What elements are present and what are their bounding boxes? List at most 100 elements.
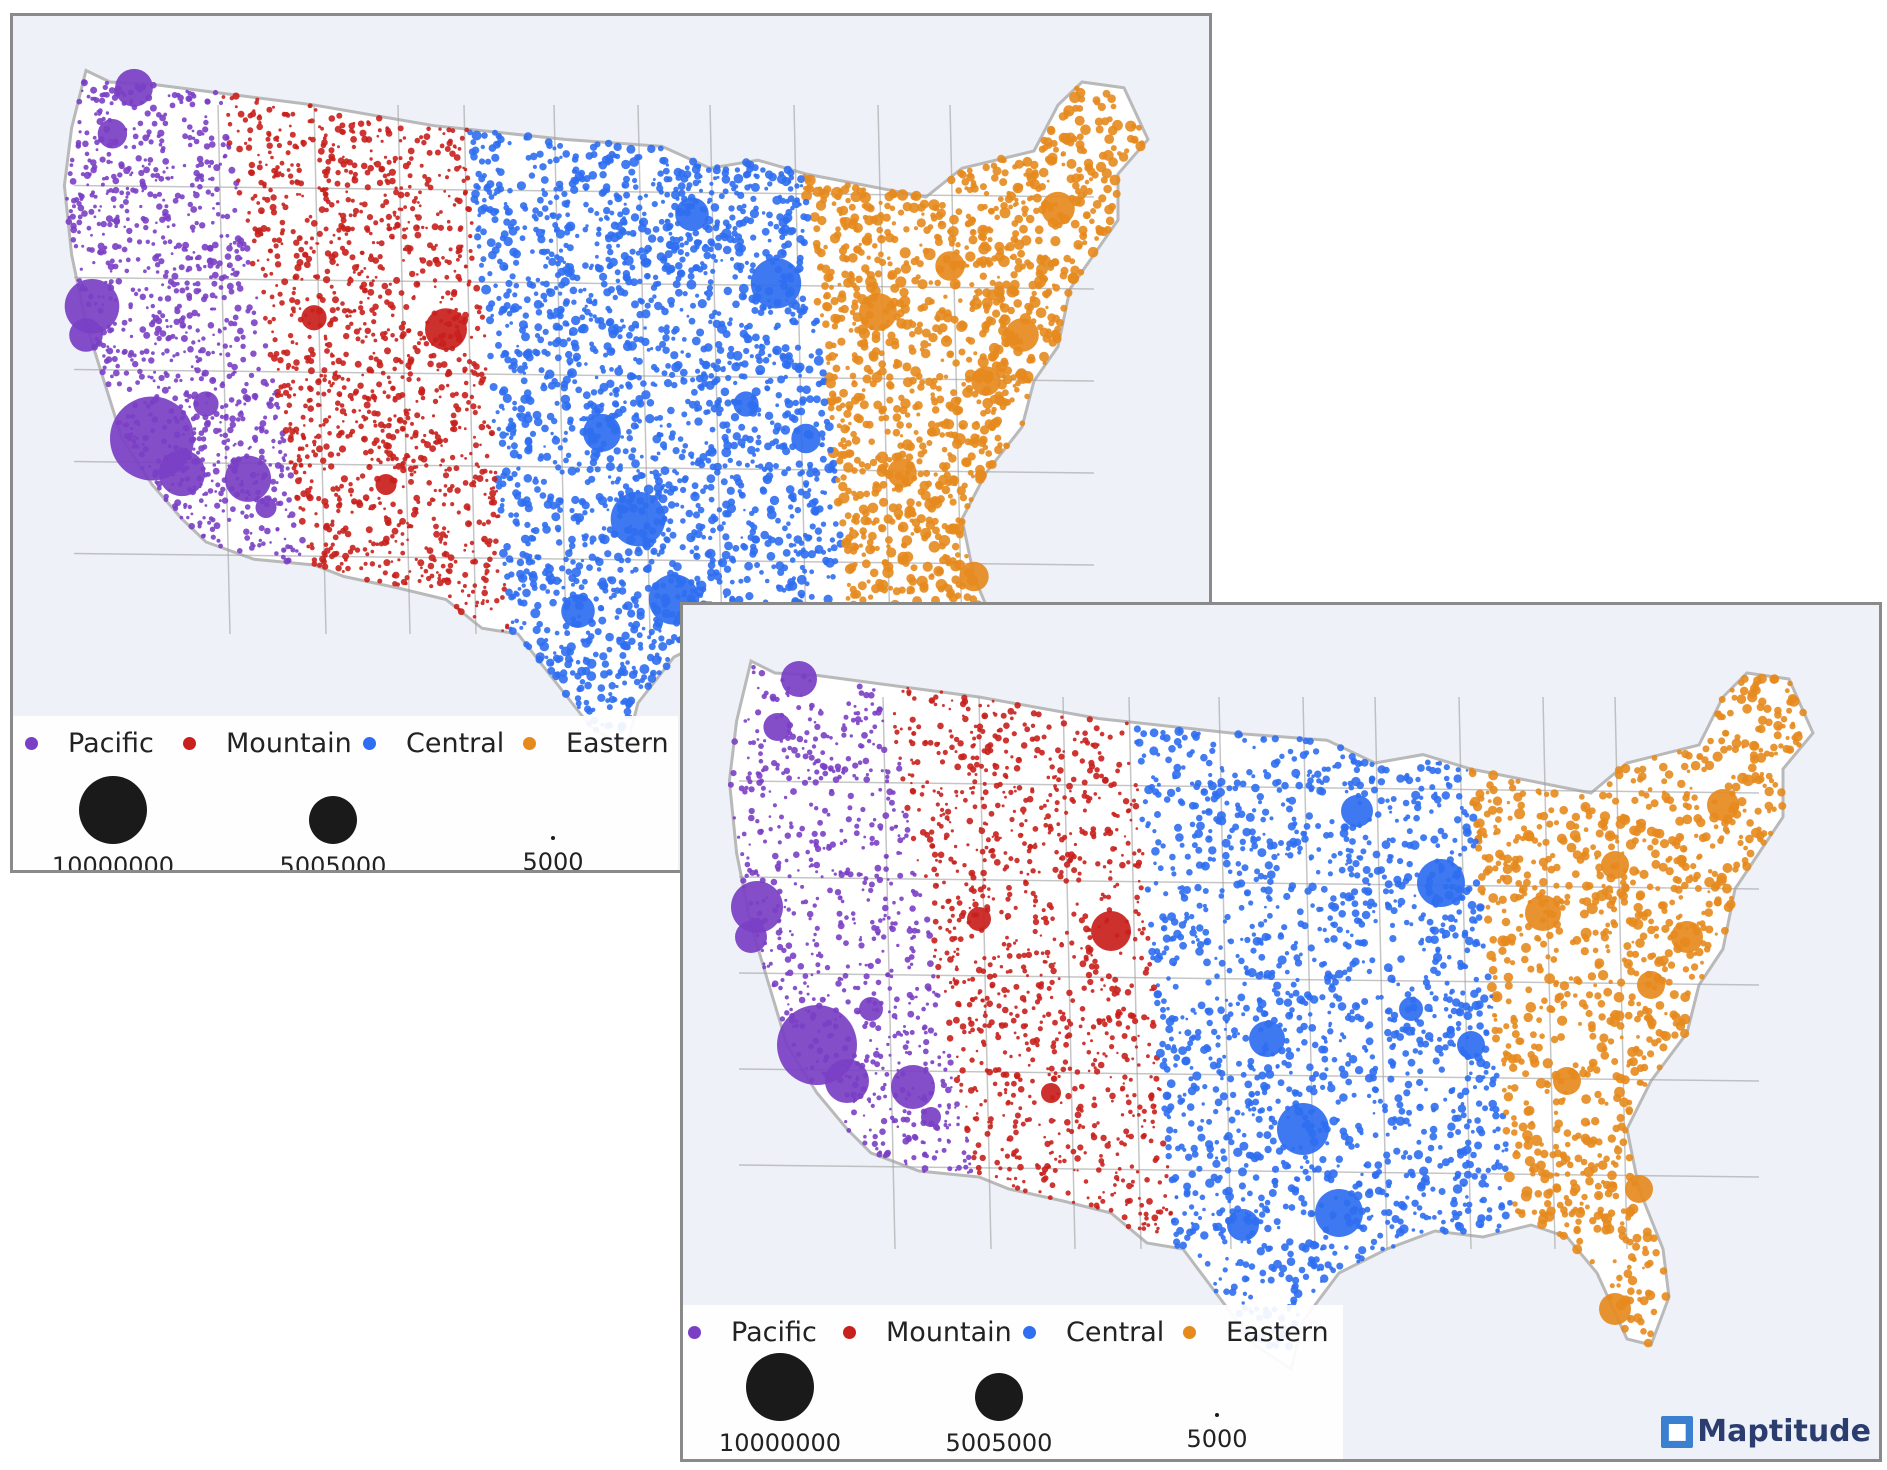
population-dot <box>493 538 499 544</box>
population-dot <box>143 166 151 174</box>
population-dot <box>210 176 215 182</box>
population-dot <box>444 259 449 264</box>
population-dot <box>868 438 875 446</box>
population-dot <box>189 182 195 188</box>
population-dot <box>517 405 526 413</box>
population-dot <box>117 244 122 249</box>
population-dot <box>956 321 967 332</box>
population-dot <box>582 666 591 676</box>
population-dot <box>852 380 857 385</box>
population-dot <box>908 202 920 213</box>
population-dot <box>858 461 866 468</box>
population-dot <box>416 377 421 382</box>
population-dot <box>216 453 221 457</box>
population-dot <box>800 239 808 247</box>
population-dot <box>608 595 613 600</box>
population-dot <box>1039 351 1049 362</box>
population-dot <box>720 259 724 262</box>
population-dot <box>848 203 856 211</box>
population-dot <box>1035 281 1043 290</box>
population-dot <box>730 557 737 564</box>
population-dot <box>247 395 251 399</box>
population-dot <box>406 521 409 525</box>
population-dot <box>906 585 915 595</box>
population-dot <box>962 387 973 398</box>
population-dot <box>925 516 933 524</box>
population-dot <box>441 502 446 507</box>
population-dot <box>580 499 586 505</box>
population-dot <box>248 169 256 177</box>
population-dot <box>155 221 158 225</box>
population-dot <box>825 341 834 350</box>
population-dot <box>216 342 221 346</box>
population-dot <box>391 573 397 578</box>
population-dot <box>94 112 98 116</box>
population-dot <box>322 422 326 427</box>
population-dot <box>248 372 255 379</box>
population-dot <box>165 325 169 329</box>
population-dot <box>755 464 759 468</box>
population-dot <box>468 234 473 239</box>
population-dot <box>417 579 422 583</box>
population-dot <box>190 256 194 260</box>
population-dot <box>694 575 701 582</box>
population-dot <box>964 554 969 559</box>
population-dot <box>493 470 498 475</box>
population-dot <box>911 518 921 527</box>
population-dot <box>715 358 722 365</box>
population-dot <box>349 493 353 497</box>
population-dot <box>359 300 363 305</box>
population-dot <box>480 601 485 606</box>
population-dot <box>1074 85 1080 92</box>
population-dot <box>666 422 672 428</box>
population-dot <box>677 436 684 442</box>
population-dot <box>973 351 978 356</box>
population-dot <box>214 490 218 493</box>
population-dot <box>282 458 286 463</box>
population-dot <box>397 191 405 199</box>
population-dot <box>211 271 219 279</box>
population-dot <box>405 227 409 230</box>
population-dot <box>987 237 993 243</box>
population-dot <box>275 284 279 287</box>
population-dot <box>1039 327 1050 337</box>
population-dot <box>344 225 352 233</box>
population-dot <box>72 204 76 209</box>
population-dot <box>227 362 233 368</box>
population-dot <box>669 371 676 378</box>
population-dot <box>881 559 890 567</box>
population-dot <box>221 294 227 301</box>
population-dot <box>871 489 880 497</box>
population-dot <box>930 392 935 397</box>
population-dot <box>785 583 793 592</box>
population-dot <box>197 520 203 526</box>
population-dot <box>235 417 241 422</box>
population-dot <box>1079 232 1088 241</box>
population-dot <box>137 288 141 292</box>
population-dot <box>327 451 335 458</box>
population-dot <box>614 366 624 376</box>
population-dot <box>244 381 249 387</box>
population-dot <box>229 242 233 246</box>
population-dot <box>771 564 777 570</box>
population-dot <box>630 278 638 287</box>
population-dot <box>814 527 823 535</box>
population-dot <box>240 246 245 252</box>
population-dot <box>119 190 125 196</box>
population-dot <box>101 116 106 122</box>
population-dot <box>878 407 885 414</box>
population-dot <box>516 365 526 374</box>
population-dot <box>657 170 664 177</box>
population-dot <box>432 498 436 502</box>
population-dot <box>667 518 674 525</box>
population-dot <box>418 204 422 208</box>
population-dot <box>951 542 960 551</box>
population-dot <box>638 217 649 227</box>
population-dot <box>490 313 495 318</box>
population-dot <box>622 680 628 686</box>
population-dot <box>1012 230 1020 238</box>
population-dot <box>840 474 847 481</box>
population-dot <box>150 303 155 309</box>
population-dot <box>346 281 352 287</box>
population-dot <box>707 197 713 203</box>
